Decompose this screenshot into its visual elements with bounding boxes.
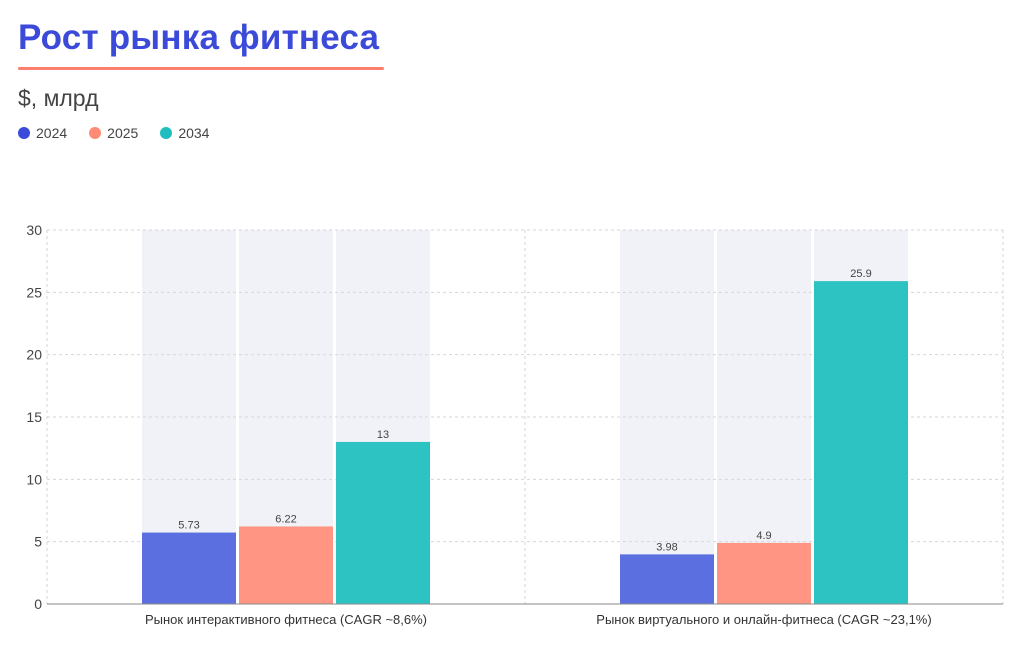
title-underline [18,67,384,70]
bar-2024 [620,554,714,604]
bar-2025 [717,542,811,604]
category-label: Рынок интерактивного фитнеса (CAGR ~8,6%… [145,612,427,627]
bar-2025 [239,526,333,604]
y-tick-label: 15 [26,409,42,425]
bar-2034 [336,441,430,604]
legend-label-2034: 2034 [178,125,210,141]
y-tick-label: 25 [26,284,42,300]
data-label-2025: 6.22 [275,513,296,525]
legend-item-2025[interactable]: 2025 [89,125,138,141]
bar-2024 [142,532,236,604]
y-tick-label: 0 [34,596,42,612]
y-tick-label: 5 [34,534,42,550]
legend-item-2034[interactable]: 2034 [160,125,209,141]
legend-item-2024[interactable]: 2024 [18,125,67,141]
legend-label-2025: 2025 [107,125,139,141]
legend-swatch-2034 [160,127,173,139]
chart-title: Рост рынка фитнеса [18,18,380,57]
bar-2034 [814,281,908,604]
y-tick-label: 30 [26,222,42,238]
legend: 2024 2025 2034 [18,125,209,141]
y-tick-label: 10 [26,471,42,487]
legend-label-2024: 2024 [36,125,68,141]
category-label: Рынок виртуального и онлайн-фитнеса (CAG… [596,612,931,627]
legend-swatch-2024 [18,127,30,139]
data-label-2034: 13 [377,429,389,441]
chart-subtitle: $, млрд [18,85,99,111]
data-label-2024: 3.98 [656,541,677,553]
y-tick-label: 20 [26,347,42,363]
data-label-2024: 5.73 [178,520,199,532]
legend-swatch-2025 [89,127,102,139]
data-label-2025: 4.9 [756,530,771,542]
data-label-2034: 25.9 [850,268,871,280]
